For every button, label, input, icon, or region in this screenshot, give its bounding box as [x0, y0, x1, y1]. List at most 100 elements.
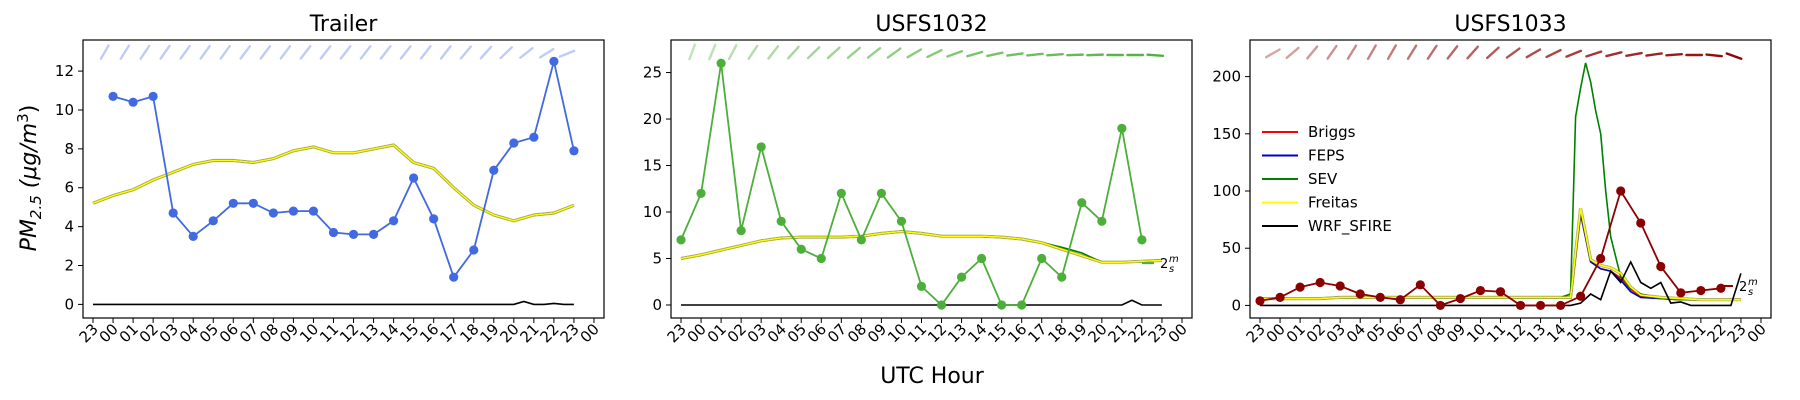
- y-tick-label: 10: [55, 101, 74, 119]
- x-tick-label: 00: [577, 320, 603, 346]
- wind-arrow: [986, 51, 1004, 58]
- observation-point: [1495, 287, 1506, 297]
- wind-scale-label: 2: [1160, 257, 1168, 272]
- wind-arrow: [1346, 44, 1358, 60]
- y-tick-label: 25: [643, 64, 662, 82]
- wind-arrow: [1406, 44, 1418, 60]
- wind-arrow: [538, 47, 555, 59]
- wind-arrow: [826, 46, 841, 60]
- y-tick-label: 150: [1212, 125, 1241, 143]
- y-tick-label: 4: [64, 218, 74, 236]
- wind-arrow: [419, 45, 432, 60]
- observation-point: [128, 97, 138, 107]
- wind-arrow: [1265, 48, 1281, 59]
- wind-arrow: [688, 43, 697, 61]
- wind-scale-unit-bottom: s: [1748, 287, 1753, 298]
- wind-arrow: [179, 44, 191, 60]
- observation-point: [1117, 123, 1127, 133]
- y-tick-label: 50: [1222, 239, 1241, 257]
- wind-arrow: [1705, 53, 1724, 58]
- wind-arrow: [479, 45, 493, 60]
- legend-label: WRF_SFIRE: [1308, 217, 1392, 236]
- wind-arrow: [439, 45, 452, 60]
- wind-arrow: [159, 44, 171, 60]
- wind-arrow: [459, 45, 473, 60]
- observation-point: [489, 165, 499, 175]
- wind-arrow: [1446, 45, 1459, 60]
- wind-arrow: [1146, 53, 1165, 57]
- wind-arrow: [1326, 44, 1338, 60]
- series-line-wrf-sfire: [1260, 260, 1742, 307]
- wind-arrow: [747, 44, 759, 60]
- observation-point: [1137, 235, 1147, 245]
- observation-point: [308, 206, 319, 216]
- observation-point: [429, 214, 439, 224]
- panel-title: USFS1032: [875, 12, 987, 37]
- wind-arrow: [1545, 48, 1562, 59]
- legend-label: Freitas: [1308, 194, 1358, 212]
- observation-point: [1017, 300, 1027, 310]
- wind-arrow: [1605, 51, 1623, 58]
- observation-point: [388, 216, 399, 226]
- y-tick-label: 10: [643, 203, 662, 221]
- series-line-briggs: [92, 144, 575, 222]
- observation-point: [756, 142, 766, 152]
- observation-line: [680, 63, 1143, 307]
- legend-label: Briggs: [1308, 123, 1356, 141]
- wind-arrow: [906, 48, 923, 59]
- wind-arrow: [1525, 48, 1542, 59]
- wind-arrow: [519, 47, 534, 59]
- series-line-freitas-outline: [92, 143, 575, 223]
- wind-arrow: [1645, 52, 1663, 57]
- wind-arrow: [1725, 52, 1743, 60]
- observation-point: [1455, 293, 1466, 304]
- wind-arrow: [558, 49, 576, 58]
- wind-arrow: [239, 45, 252, 60]
- wind-arrow: [1466, 45, 1479, 60]
- wind-arrow: [1585, 50, 1603, 58]
- y-tick-label: 15: [643, 157, 662, 175]
- panels: Trailer024681012230001020304050607080910…: [55, 12, 1772, 346]
- wind-arrow: [1426, 44, 1438, 60]
- observation-line: [112, 61, 575, 280]
- series-line-sev: [92, 144, 575, 222]
- wind-arrow: [139, 44, 151, 60]
- observation-point: [1515, 300, 1526, 311]
- legend-label: SEV: [1308, 170, 1338, 188]
- observation-point: [248, 198, 258, 208]
- observation-point: [1335, 281, 1345, 291]
- y-axis-label-unit: (μg/m: [17, 123, 42, 195]
- observation-point: [1555, 300, 1566, 311]
- wind-arrow: [1665, 53, 1683, 57]
- legend: Briggs FEPS SEV Freitas WRF_SFIRE: [1262, 123, 1392, 236]
- wind-scale-unit-top: m: [1748, 277, 1758, 288]
- y-axis-label-close: ): [17, 105, 42, 114]
- observation-point: [976, 253, 987, 264]
- wind-arrow: [926, 48, 943, 59]
- wind-arrow: [1386, 44, 1397, 61]
- series-line-wrf-sfire: [93, 300, 574, 306]
- y-tick-label: 12: [55, 62, 74, 80]
- wind-arrow: [1625, 51, 1643, 57]
- observation-point: [1315, 277, 1325, 288]
- observation-point: [856, 235, 866, 245]
- legend-label: FEPS: [1308, 147, 1345, 165]
- chart-panel-1: Trailer024681012230001020304050607080910…: [55, 12, 605, 346]
- observation-point: [1395, 295, 1405, 305]
- wind-arrow: [359, 45, 372, 60]
- wind-arrow: [199, 44, 211, 60]
- observation-point: [936, 300, 947, 310]
- wind-arrow: [966, 50, 984, 58]
- wind-arrow: [1306, 45, 1319, 60]
- observation-point: [549, 56, 559, 66]
- observation-point: [876, 188, 887, 199]
- chart-panel-2: USFS103205101520252300010203040506070809…: [643, 12, 1193, 346]
- y-tick-label: 8: [64, 140, 74, 158]
- observation-point: [1435, 300, 1445, 311]
- observation-point: [1656, 261, 1666, 272]
- y-tick-label: 0: [64, 295, 74, 313]
- observation-point: [509, 138, 519, 148]
- wind-arrow: [1285, 46, 1300, 60]
- observation-point: [1475, 285, 1486, 296]
- wind-arrow: [99, 44, 110, 61]
